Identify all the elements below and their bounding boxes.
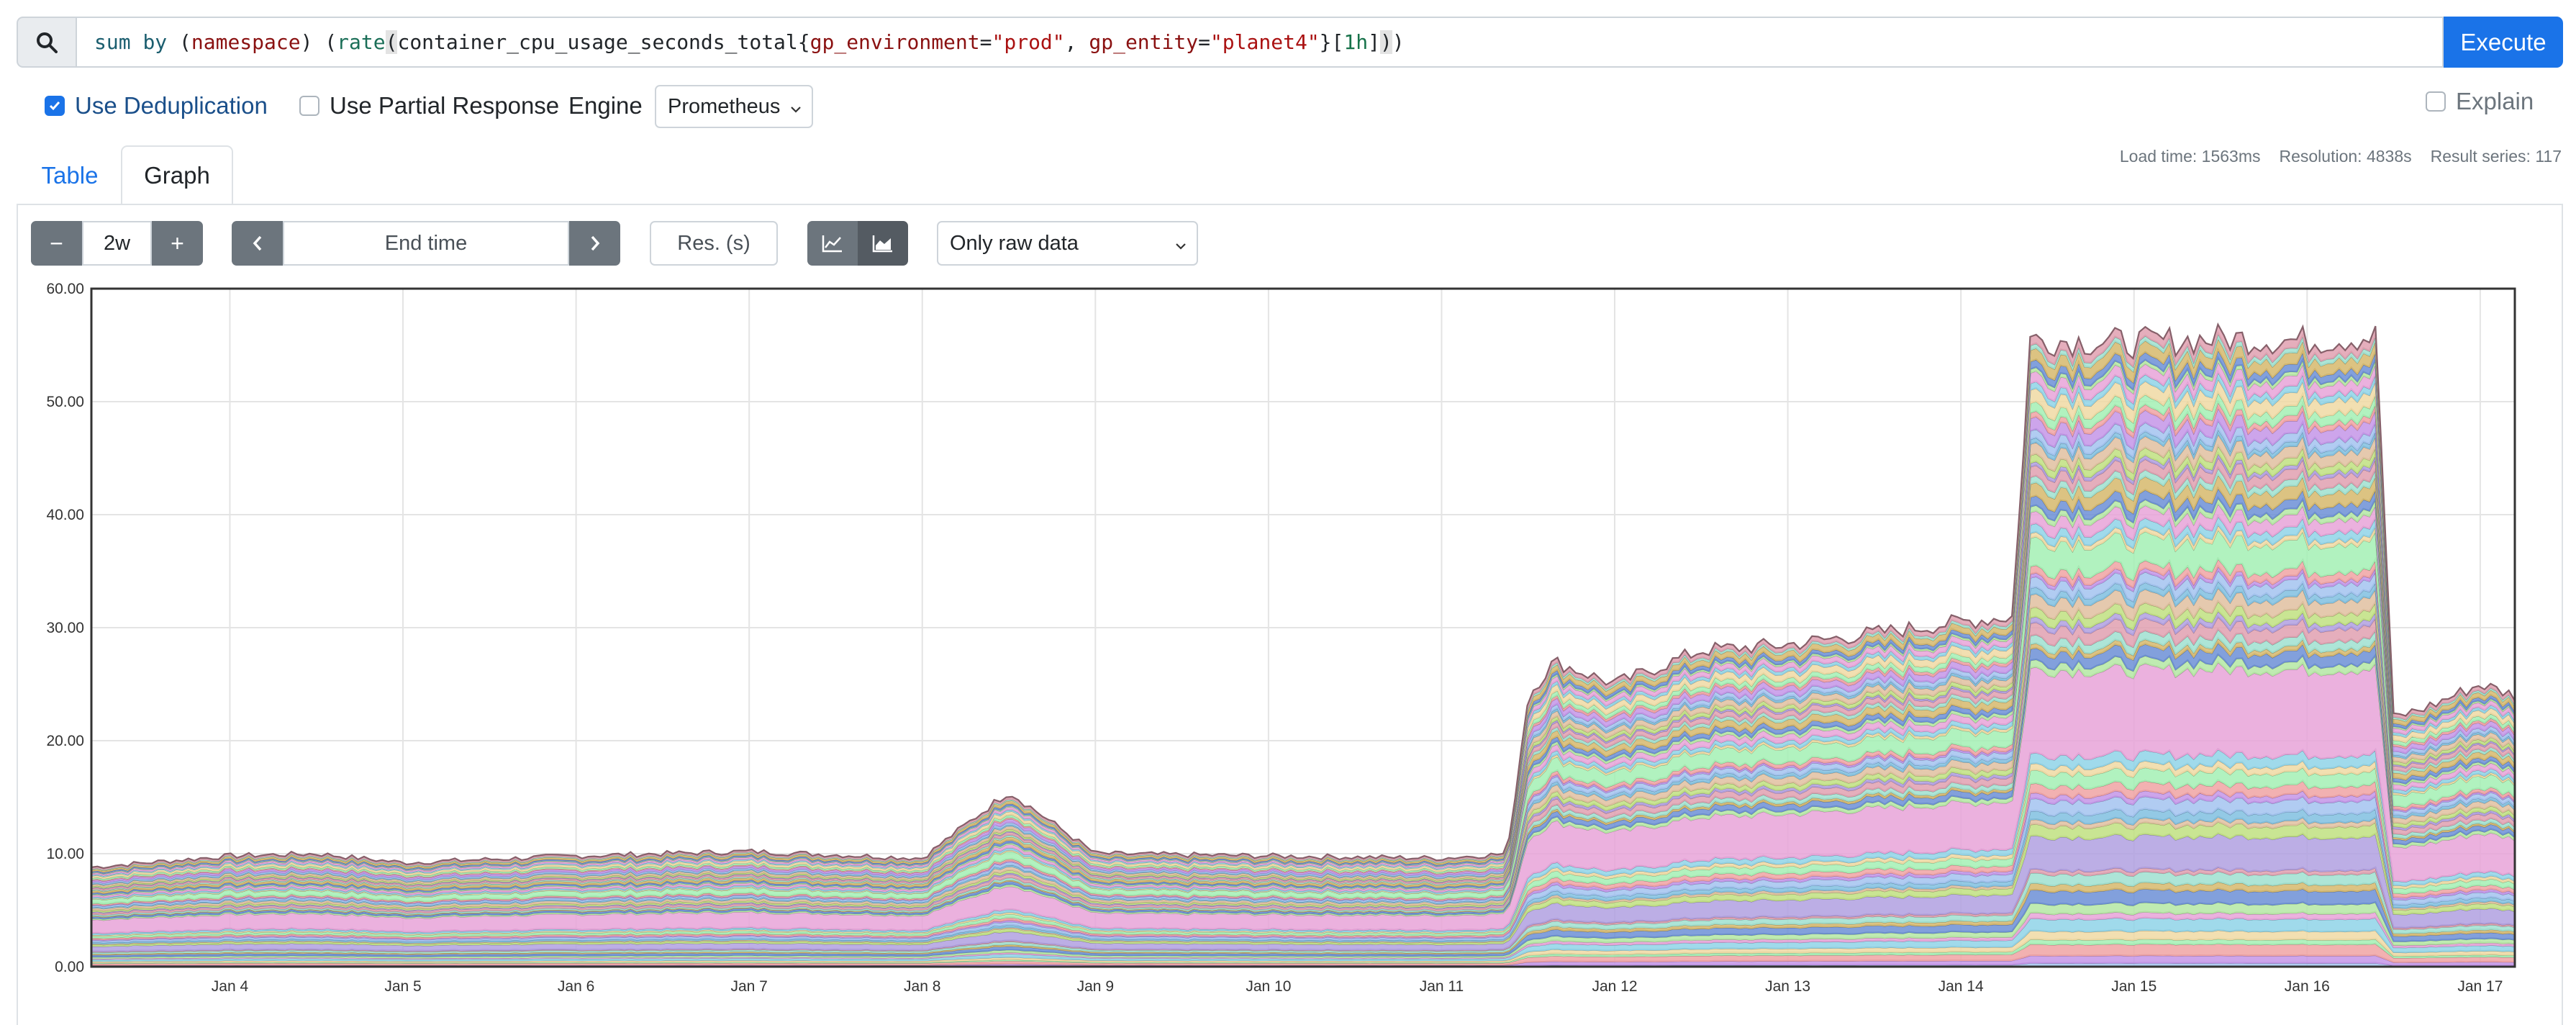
x-tick-label: Jan 15 — [2111, 978, 2157, 995]
resolution: Resolution: 4838s — [2279, 147, 2412, 166]
previous-end-time-button[interactable] — [232, 221, 283, 266]
query-token: "planet4" — [1210, 30, 1320, 54]
query-token: ] — [1368, 30, 1380, 54]
x-tick-label: Jan 5 — [384, 978, 421, 995]
x-tick-label: Jan 11 — [1420, 978, 1464, 995]
query-token: = — [1198, 30, 1210, 54]
chevron-down-icon — [1175, 232, 1187, 256]
x-tick-label: Jan 4 — [212, 978, 249, 995]
load-time: Load time: 1563ms — [2119, 147, 2261, 166]
query-bar: sum by (namespace) (rate(container_cpu_u… — [17, 17, 2563, 68]
x-tick-label: Jan 12 — [1592, 978, 1637, 995]
x-tick-label: Jan 8 — [904, 978, 940, 995]
range-input[interactable]: 2w — [82, 221, 152, 266]
increase-range-button[interactable]: + — [152, 221, 203, 266]
query-token: rate — [337, 30, 386, 54]
y-tick-label: 10.00 — [46, 846, 84, 862]
engine-label-text: Engine — [568, 92, 643, 119]
query-token: container_cpu_usage_seconds_total{ — [397, 30, 810, 54]
line-chart-mode-button[interactable] — [807, 221, 858, 266]
downsampling-select-value: Only raw data — [950, 231, 1079, 255]
partial-response-checkbox[interactable] — [299, 96, 319, 116]
query-token: namespace — [191, 30, 301, 54]
query-token: = — [979, 30, 992, 54]
explain-toggle[interactable]: Explain — [2426, 88, 2534, 115]
query-token: sum — [94, 30, 131, 54]
downsampling-select[interactable]: Only raw data — [937, 221, 1198, 266]
y-tick-label: 20.00 — [46, 733, 84, 749]
x-tick-label: Jan 14 — [1938, 978, 1984, 995]
plus-icon: + — [171, 230, 184, 256]
series-line — [91, 322, 2516, 870]
query-token: , — [1064, 30, 1089, 54]
x-tick-label: Jan 9 — [1077, 978, 1114, 995]
query-expression-input[interactable]: sum by (namespace) (rate(container_cpu_u… — [76, 17, 2444, 68]
minus-icon: − — [50, 230, 63, 256]
y-tick-label: 0.00 — [55, 959, 84, 975]
query-token: ) — [1392, 30, 1405, 54]
use-partial-response-toggle[interactable]: Use Partial Response — [299, 92, 559, 119]
query-token: ) — [1379, 30, 1392, 54]
area-chart-icon — [872, 235, 892, 253]
y-tick-label: 60.00 — [46, 281, 84, 297]
plot-frame — [90, 287, 2516, 968]
query-token: "prod" — [992, 30, 1065, 54]
query-token: ) ( — [300, 30, 337, 54]
chevron-down-icon — [790, 95, 802, 119]
y-tick-label: 50.00 — [46, 394, 84, 410]
x-tick-label: Jan 7 — [730, 978, 767, 995]
query-token: gp_environment — [809, 30, 980, 54]
engine-select[interactable]: Prometheus — [655, 85, 813, 128]
chevron-right-icon — [591, 235, 599, 251]
decrease-range-button[interactable]: − — [31, 221, 82, 266]
query-token: by — [142, 30, 168, 54]
x-tick-label: Jan 13 — [1765, 978, 1810, 995]
use-deduplication-toggle[interactable]: Use Deduplication — [45, 92, 268, 119]
x-tick-label: Jan 10 — [1246, 978, 1291, 995]
partial-response-label: Use Partial Response — [330, 92, 560, 119]
x-tick-label: Jan 16 — [2285, 978, 2330, 995]
explain-checkbox[interactable] — [2426, 91, 2446, 112]
query-token: ( — [385, 30, 398, 54]
search-icon — [17, 17, 76, 68]
explain-label: Explain — [2456, 88, 2534, 114]
graph-panel — [17, 204, 2563, 1025]
dedup-checkbox[interactable] — [45, 96, 65, 116]
query-token: ( — [167, 30, 191, 54]
execute-button[interactable]: Execute — [2444, 17, 2563, 68]
engine-select-value: Prometheus — [668, 94, 781, 118]
x-tick-label: Jan 17 — [2457, 978, 2503, 995]
chevron-left-icon — [253, 235, 261, 251]
query-token: }[ — [1319, 30, 1344, 54]
result-series: Result series: 117 — [2430, 147, 2562, 166]
resolution-input[interactable]: Res. (s) — [650, 221, 778, 266]
tab-table[interactable]: Table — [41, 162, 99, 189]
next-end-time-button[interactable] — [569, 221, 620, 266]
y-tick-label: 30.00 — [46, 620, 84, 636]
engine-label: Engine — [568, 92, 643, 119]
query-stats: Load time: 1563ms Resolution: 4838s Resu… — [2120, 147, 2562, 166]
query-token: gp_entity — [1089, 30, 1199, 54]
tab-graph[interactable]: Graph — [121, 145, 233, 205]
y-tick-label: 40.00 — [46, 507, 84, 523]
dedup-label: Use Deduplication — [75, 92, 268, 119]
end-time-input[interactable]: End time — [283, 221, 569, 266]
stacked-chart-mode-button[interactable] — [858, 221, 908, 266]
line-chart-icon — [822, 235, 842, 253]
query-token: 1h — [1343, 30, 1369, 54]
x-tick-label: Jan 6 — [558, 978, 594, 995]
